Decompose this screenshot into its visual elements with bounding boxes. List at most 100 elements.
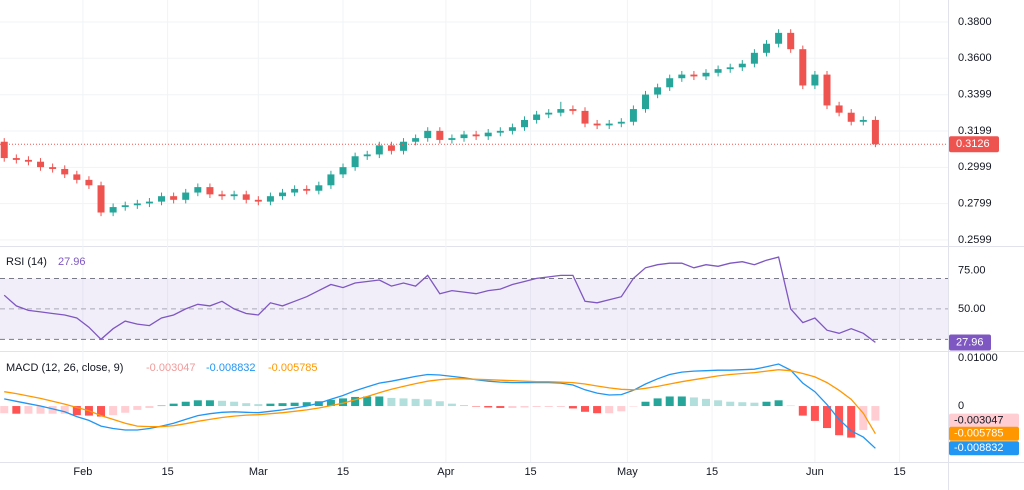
macd-histogram-bar <box>847 406 856 438</box>
macd-histogram-bar <box>871 406 880 421</box>
macd-histogram-bar <box>24 406 33 414</box>
candle-body <box>605 123 613 126</box>
candle-body <box>581 110 589 124</box>
candle-body <box>363 154 371 157</box>
rsi-value-label: 27.96 <box>956 336 984 348</box>
macd-histogram-bar <box>351 396 360 407</box>
macd-histogram-bar <box>411 398 420 407</box>
candle-body <box>835 105 843 113</box>
macd-histogram-bar <box>798 406 807 416</box>
candle-body <box>266 196 274 202</box>
last-price-label: 0.3126 <box>956 138 990 150</box>
macd-histogram-bar <box>581 406 590 412</box>
macd-histogram-bar <box>218 400 227 407</box>
candle-body <box>121 205 129 208</box>
signal-value: -0.005785 <box>268 362 318 374</box>
candle-body <box>617 121 625 124</box>
macd-histogram-bar <box>677 396 686 407</box>
macd-histogram-bar <box>375 396 384 407</box>
macd-histogram-bar <box>121 406 130 413</box>
x-tick-label: May <box>617 466 638 478</box>
rsi-band <box>0 278 948 340</box>
rsi-value: 27.96 <box>58 256 86 268</box>
macd-histogram-bar <box>435 401 444 407</box>
candle-body <box>218 194 226 197</box>
y-tick-label: 50.00 <box>958 303 986 315</box>
candle-body <box>170 196 178 200</box>
candle-body <box>0 141 8 159</box>
macd-histogram-bar <box>568 406 577 409</box>
candle-body <box>775 32 783 44</box>
candle-body <box>254 199 262 202</box>
y-tick-label: 0.01000 <box>958 352 998 364</box>
candle-body <box>24 159 32 162</box>
macd-histogram-value: -0.003047 <box>146 362 196 374</box>
candle-body <box>327 174 335 186</box>
macd-histogram-bar <box>750 402 759 407</box>
macd-histogram-bar <box>278 403 287 407</box>
signal-box <box>949 426 1019 441</box>
candle-body <box>206 187 214 195</box>
candle-body <box>666 78 674 88</box>
macd-histogram-bar <box>72 406 81 416</box>
macd-histogram-bar <box>835 406 844 436</box>
macd-histogram-bar <box>133 406 142 410</box>
macd-histogram-bar <box>60 406 69 414</box>
x-tick-label: 15 <box>893 466 905 478</box>
signal-box-label: -0.005785 <box>954 428 1004 440</box>
macd-histogram-bar <box>641 401 650 407</box>
candle-body <box>387 145 395 151</box>
candle-body <box>484 132 492 137</box>
candle-body <box>859 119 867 122</box>
macd-histogram-bar <box>544 406 553 407</box>
x-tick-label: 15 <box>706 466 718 478</box>
macd-histogram-bar <box>97 406 106 417</box>
macd-histogram-bar <box>0 406 9 414</box>
macd-histogram-bar <box>520 406 529 408</box>
candle-body <box>690 74 698 77</box>
candle-body <box>315 185 323 191</box>
candle-body <box>279 192 287 197</box>
macd-box-label: -0.008832 <box>954 442 1004 454</box>
macd-histogram-bar <box>326 399 335 407</box>
candle-body <box>533 114 541 120</box>
candle-body <box>242 194 250 200</box>
candle-body <box>714 69 722 73</box>
candle-body <box>436 130 444 140</box>
candle-body <box>726 67 734 70</box>
candle-body <box>508 127 516 131</box>
y-tick-label: 0.2999 <box>958 161 992 173</box>
candle-body <box>303 188 311 191</box>
candle-body <box>702 72 710 77</box>
candle-body <box>847 112 855 122</box>
macd-histogram-bar <box>363 396 372 407</box>
candle-body <box>629 109 637 122</box>
candle-body <box>37 161 45 168</box>
candle-body <box>678 74 686 79</box>
last-price-box <box>949 136 999 153</box>
macd-title: MACD (12, 26, close, 9) <box>6 362 123 374</box>
macd-histogram-bar <box>290 402 299 407</box>
macd-histogram-bar <box>593 406 602 414</box>
y-tick-label: 0.3800 <box>958 16 992 28</box>
macd-histogram-bar <box>48 406 57 414</box>
macd-histogram-bar <box>605 406 614 414</box>
macd-histogram-bar <box>205 400 214 407</box>
macd-histogram-bar <box>714 400 723 407</box>
macd-histogram-bar <box>193 400 202 407</box>
candle-body <box>593 123 601 126</box>
macd-histogram-bar <box>508 406 517 408</box>
candle-body <box>763 43 771 53</box>
macd-histogram-bar <box>181 401 190 407</box>
candle-body <box>339 167 347 175</box>
macd-histogram-bar <box>109 406 118 416</box>
signal-line <box>4 369 876 435</box>
y-tick-label: 75.00 <box>958 265 986 277</box>
candle-body <box>182 192 190 200</box>
candle-body <box>194 187 202 193</box>
macd-histogram-bar <box>774 400 783 407</box>
macd-histogram-bar <box>617 406 626 412</box>
candle-body <box>738 63 746 68</box>
